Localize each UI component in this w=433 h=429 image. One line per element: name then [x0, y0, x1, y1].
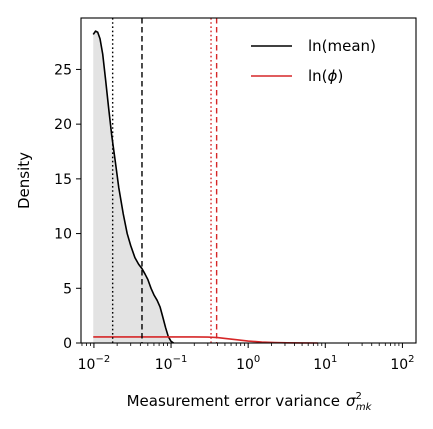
axis-ticks: 0 5 10 15 20 25 10−2 10−1 100 101 102: [54, 62, 414, 373]
plot-area: [92, 18, 318, 344]
y-tick-label: 0: [63, 336, 72, 352]
legend-label-ln-mean: ln(mean): [308, 37, 376, 55]
x-tick-label: 10−2: [78, 354, 111, 373]
x-tick-label: 100: [236, 354, 260, 373]
legend-label-ln-phi-suffix: ): [337, 67, 343, 85]
y-tick-label: 10: [54, 227, 72, 243]
density-fill-ln-mean: [93, 31, 174, 343]
axes-frame: [80, 17, 417, 344]
y-axis-label: Density: [15, 152, 33, 209]
x-axis-label-superscript: 2: [356, 391, 362, 402]
x-tick-label: 102: [390, 354, 414, 373]
density-line-ln-mean: [92, 30, 175, 344]
y-tick-label: 25: [54, 62, 72, 78]
y-tick-label: 20: [54, 117, 72, 133]
legend-label-ln-phi-symbol: ϕ: [328, 67, 338, 85]
x-axis-label: Measurement error variance σ2 mk: [127, 391, 373, 413]
x-axis-label-symbol: σ: [346, 392, 356, 410]
legend-label-ln-phi-prefix: ln(: [308, 67, 328, 85]
y-tick-label: 15: [54, 172, 72, 188]
legend: ln(mean) ln(ϕ): [251, 37, 376, 85]
legend-label-ln-phi: ln(ϕ): [308, 67, 343, 85]
y-tick-label: 5: [63, 281, 72, 297]
x-axis-label-subscript: mk: [356, 402, 373, 413]
x-axis-label-text: Measurement error variance: [127, 392, 340, 410]
x-tick-label: 101: [313, 354, 337, 373]
x-tick-label: 10−1: [155, 354, 188, 373]
